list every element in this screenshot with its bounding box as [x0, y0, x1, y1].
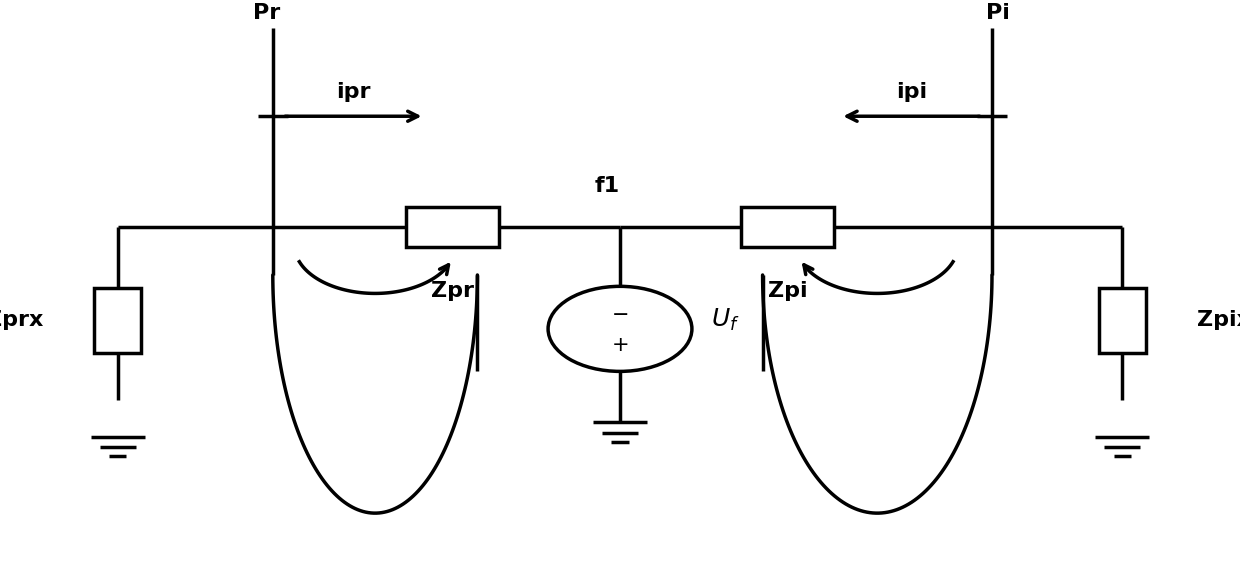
Text: Pi: Pi — [986, 3, 1011, 23]
Text: Zprx: Zprx — [0, 310, 43, 331]
Text: Zpi: Zpi — [768, 281, 807, 301]
Text: Zpix: Zpix — [1197, 310, 1240, 331]
Text: Pr: Pr — [253, 3, 280, 23]
Bar — [1099, 288, 1146, 353]
Text: ipi: ipi — [895, 82, 928, 102]
Text: $U_f$: $U_f$ — [711, 307, 739, 333]
Text: $-$: $-$ — [611, 303, 629, 323]
Text: Zpr: Zpr — [432, 281, 474, 301]
Text: $+$: $+$ — [611, 335, 629, 355]
Text: f1: f1 — [595, 176, 620, 196]
Bar — [742, 207, 835, 247]
Bar — [94, 288, 141, 353]
Text: ipr: ipr — [336, 82, 371, 102]
Bar — [407, 207, 498, 247]
Ellipse shape — [548, 286, 692, 371]
